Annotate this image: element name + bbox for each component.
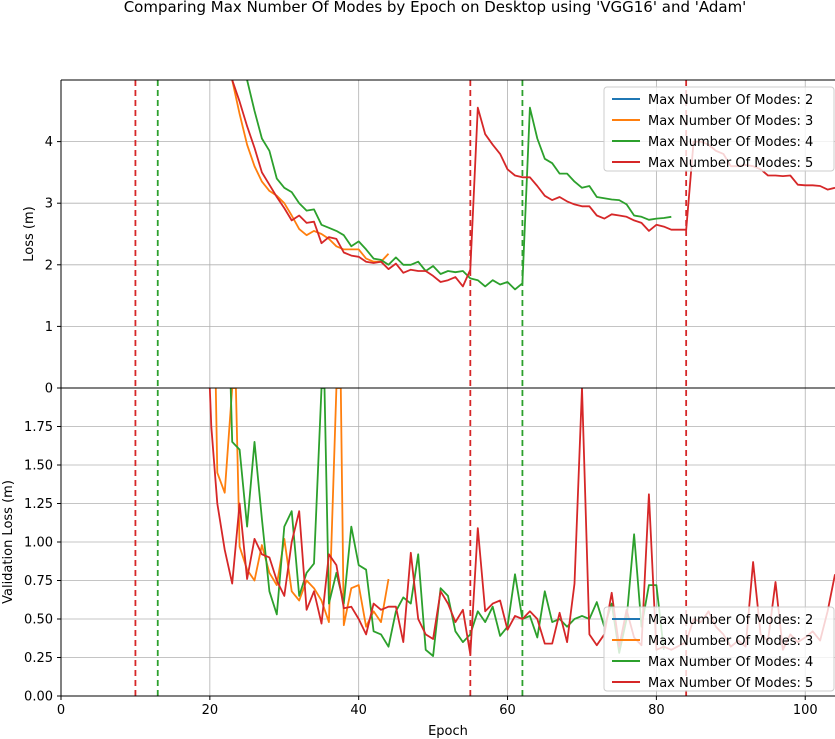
x-tick-label: 20 (202, 703, 219, 718)
y-tick-label: 0 (45, 382, 53, 397)
y-tick-label: 0.50 (24, 613, 53, 628)
legend-label: Max Number Of Modes: 2 (648, 613, 813, 628)
chart-title: Comparing Max Number Of Modes by Epoch o… (124, 0, 747, 16)
y-tick-label: 1.50 (24, 459, 53, 474)
legend-box (603, 606, 835, 692)
x-tick-label: 0 (57, 703, 65, 718)
legend-label: Max Number Of Modes: 5 (648, 676, 813, 691)
x-tick-label: 100 (793, 703, 818, 718)
y-tick-label: 0.75 (24, 574, 53, 589)
y-axis-label-bottom: Validation Loss (m) (1, 480, 16, 604)
x-axis-label: Epoch (428, 724, 468, 739)
y-tick-label: 0.00 (24, 690, 53, 705)
tick-labels: 0 20 40 60 80 100 0 1 2 3 4 0.00 0.25 0.50 0.75 1.00 1.2… (24, 135, 818, 718)
y-tick-label: 4 (45, 135, 53, 150)
y-tick-label: 1.00 (24, 536, 53, 551)
y-tick-label: 1 (45, 320, 53, 335)
y-tick-label: 2 (45, 258, 53, 273)
y-axis-label-top: Loss (m) (22, 206, 37, 261)
epoch-markers (134, 80, 688, 696)
y-tick-label: 1.25 (24, 497, 53, 512)
y-tick-label: 3 (45, 197, 53, 212)
x-tick-label: 40 (350, 703, 367, 718)
y-tick-label: 0.25 (24, 651, 53, 666)
legend-label: Max Number Of Modes: 2 (648, 93, 813, 108)
series-line (214, 388, 390, 628)
x-tick-label: 60 (499, 703, 516, 718)
series-line (231, 80, 390, 263)
legend-label: Max Number Of Modes: 4 (648, 655, 813, 670)
y-tick-label: 1.75 (24, 420, 53, 435)
series-line (246, 80, 672, 291)
legend-label: Max Number Of Modes: 5 (648, 156, 813, 171)
x-tick-label: 80 (648, 703, 665, 718)
legend-label: Max Number Of Modes: 3 (648, 634, 813, 649)
legend-bottom: Max Number Of Modes: 2 Max Number Of Mode… (603, 606, 835, 692)
legend-top: Max Number Of Modes: 2 Max Number Of Mode… (603, 86, 835, 172)
legend-label: Max Number Of Modes: 3 (648, 114, 813, 129)
legend-label: Max Number Of Modes: 4 (648, 135, 813, 150)
legend-box (603, 86, 835, 172)
